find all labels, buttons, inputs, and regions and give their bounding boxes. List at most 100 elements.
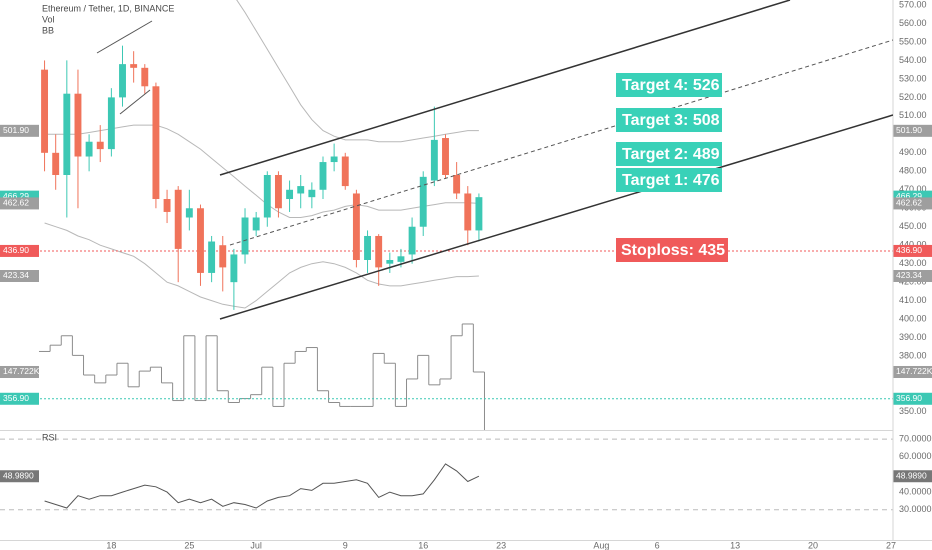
candle-body	[352, 193, 360, 260]
bb-middle	[44, 124, 479, 218]
stoploss-box	[616, 238, 728, 262]
candle-body	[475, 197, 483, 231]
rsi-line	[44, 463, 480, 509]
candle-body	[85, 141, 93, 157]
price-badge-label: 423.34	[3, 270, 29, 280]
candle-body	[397, 256, 405, 262]
candle-body	[152, 86, 160, 200]
channel-lower	[219, 114, 893, 320]
y-tick-label: 550.00	[899, 36, 927, 46]
channel-upper	[219, 0, 791, 176]
y-tick-label: 380.00	[899, 350, 927, 360]
price-badge	[0, 392, 39, 405]
target-box	[616, 108, 722, 132]
price-badge-label: 48.9890	[3, 470, 34, 480]
target-label: Target 2: 489	[622, 146, 720, 163]
price-badge-label: 436.90	[3, 245, 29, 255]
candle-body	[41, 69, 49, 153]
y-tick-label: 570.00	[899, 0, 927, 9]
candle-body	[63, 93, 71, 175]
x-tick-label: 6	[655, 540, 660, 550]
target-label: Target 1: 476	[622, 172, 720, 189]
price-badge	[0, 124, 39, 137]
price-badge	[893, 392, 932, 405]
price-badge-label: 423.34	[896, 270, 922, 280]
candle-body	[230, 254, 238, 283]
candle-body	[119, 64, 126, 98]
y-tick-label: 480.00	[899, 166, 927, 176]
bb-label: BB	[42, 25, 54, 35]
candle-body	[341, 156, 349, 187]
candle-body	[130, 64, 138, 68]
target-label: Target 3: 508	[622, 112, 720, 129]
price-badge-label: 466.29	[3, 191, 29, 201]
trend-line	[96, 20, 153, 54]
y-tick-label: 390.00	[899, 332, 927, 342]
x-tick-label: Jul	[250, 540, 262, 550]
price-badge-label: 501.90	[896, 125, 922, 135]
y-tick-label: 410.00	[899, 295, 927, 305]
y-tick-label: 400.00	[899, 314, 927, 324]
trend-line	[119, 89, 151, 115]
rsi-tick-label: 30.0000	[899, 504, 932, 514]
candle-body	[308, 189, 316, 198]
y-tick-label: 470.00	[899, 184, 927, 194]
target-box	[616, 73, 722, 97]
y-tick-label: 510.00	[899, 110, 927, 120]
candle-body	[419, 176, 427, 227]
bb-upper	[236, 0, 479, 143]
candle-body	[219, 245, 227, 268]
price-badge	[893, 244, 932, 257]
candle-body	[375, 235, 383, 268]
x-tick-label: 9	[343, 540, 348, 550]
candle-body	[263, 174, 271, 218]
rsi-tick-label: 60.0000	[899, 451, 932, 461]
candle-body	[274, 174, 282, 209]
x-tick-label: Aug	[593, 540, 609, 550]
price-badge	[0, 470, 39, 483]
price-badge-label: 462.62	[3, 198, 29, 208]
price-badge	[893, 269, 932, 282]
candle-body	[286, 189, 294, 200]
candle-body	[252, 217, 260, 231]
x-tick-label: 27	[886, 540, 896, 550]
y-tick-label: 450.00	[899, 221, 927, 231]
candle-body	[107, 97, 115, 150]
y-tick-label: 560.00	[899, 18, 927, 28]
drawings	[96, 0, 893, 320]
y-tick-label: 440.00	[899, 240, 927, 250]
price-badge	[893, 470, 932, 483]
x-tick-label: 20	[808, 540, 818, 550]
price-badge-label: 147.722K	[3, 366, 40, 376]
x-tick-label: 16	[418, 540, 428, 550]
price-badge	[893, 197, 932, 210]
y-tick-label: 490.00	[899, 147, 927, 157]
chart-title: Ethereum / Tether, 1D, BINANCE	[42, 3, 174, 13]
price-badge	[893, 365, 932, 378]
x-tick-label: 23	[496, 540, 506, 550]
y-tick-label: 540.00	[899, 55, 927, 65]
candle-body	[453, 174, 461, 194]
rsi-label: RSI	[42, 432, 57, 442]
candle-body	[297, 186, 305, 194]
target-box	[616, 168, 722, 192]
y-tick-label: 520.00	[899, 92, 927, 102]
price-badge	[0, 365, 39, 378]
candle-body	[364, 235, 371, 260]
price-badge	[0, 269, 39, 282]
y-tick-label: 530.00	[899, 73, 927, 83]
candle-body	[163, 199, 171, 212]
price-badge-label: 356.90	[896, 393, 922, 403]
channel-middle	[229, 39, 893, 246]
candle-body	[330, 156, 338, 163]
candle-body	[208, 241, 216, 273]
price-badge-label: 436.90	[896, 245, 922, 255]
candle-body	[96, 141, 104, 150]
price-badge-label: 147.722K	[896, 366, 932, 376]
price-badge-label: 356.90	[3, 393, 29, 403]
x-tick-label: 18	[106, 540, 116, 550]
rsi-tick-label: 40.0000	[899, 486, 932, 496]
price-badge-label: 501.90	[3, 125, 29, 135]
